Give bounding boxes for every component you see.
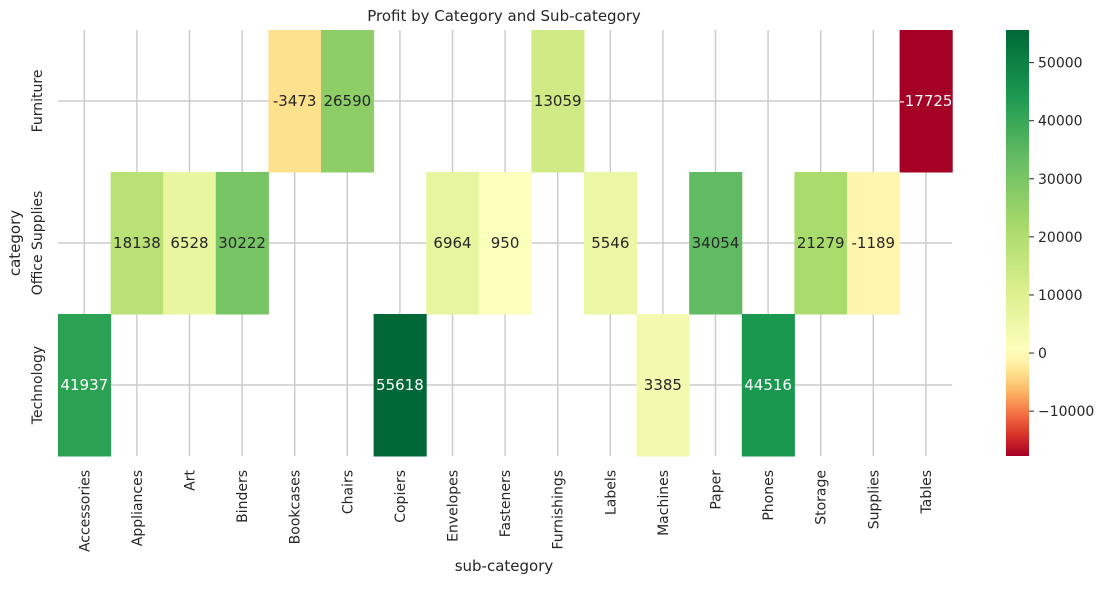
colorbar-tick-labels: −10000 0 10000 20000 30000 40000 50000	[1029, 56, 1094, 420]
heatmap-cell	[689, 172, 743, 315]
x-tick-label: Phones	[761, 470, 777, 521]
x-tick-labels: Accessories Appliances Art Binders Bookcases…	[77, 469, 935, 552]
cell-value-label: 55618	[376, 376, 424, 394]
heatmap-cell	[268, 30, 322, 173]
colorbar	[1006, 30, 1029, 456]
y-axis-label: category	[6, 210, 24, 276]
x-tick-label: Fasteners	[498, 470, 514, 537]
cell-value-label: 21279	[797, 234, 845, 252]
heatmap-cell	[741, 314, 795, 457]
heatmap-cell	[531, 30, 585, 173]
x-axis-label: sub-category	[455, 557, 554, 575]
heatmap-cell	[58, 314, 112, 457]
colorbar-tick-label: 0	[1038, 346, 1047, 362]
heatmap-cell	[794, 172, 848, 315]
x-tick-label: Chairs	[340, 470, 356, 514]
y-tick-label: Technology	[30, 346, 46, 425]
heatmap-cell	[584, 172, 638, 315]
heatmap-cell	[163, 172, 217, 315]
heatmap-cell	[636, 314, 690, 457]
heatmap-cell	[899, 30, 953, 173]
x-tick-label: Machines	[656, 470, 672, 536]
heatmap-cell	[373, 314, 427, 457]
x-tick-label: Furnishings	[551, 470, 567, 550]
heatmap-cell	[478, 172, 532, 315]
cell-value-label: 6528	[170, 234, 208, 252]
heatmap-cell	[847, 172, 901, 315]
x-tick-label: Appliances	[130, 470, 146, 546]
colorbar-tick-label: 20000	[1038, 230, 1083, 246]
cell-value-label: 6964	[433, 234, 471, 252]
x-tick-label: Art	[183, 469, 199, 490]
heatmap-cell	[110, 172, 164, 315]
x-tick-label: Binders	[235, 470, 251, 523]
heatmap-cell	[426, 172, 480, 315]
chart-title: Profit by Category and Sub-category	[367, 7, 641, 25]
cell-value-label: 950	[491, 234, 520, 252]
cell-value-label: 18138	[113, 234, 161, 252]
y-tick-label: Furniture	[30, 70, 46, 133]
colorbar-tick-label: −10000	[1038, 404, 1094, 420]
x-tick-label: Tables	[919, 470, 935, 515]
cell-value-label: -3473	[273, 92, 317, 110]
cell-value-label: 26590	[323, 92, 371, 110]
x-tick-label: Paper	[709, 470, 725, 510]
cell-value-label: 5546	[591, 234, 629, 252]
x-tick-label: Bookcases	[288, 470, 304, 544]
cell-value-label: 30222	[218, 234, 266, 252]
x-tick-label: Labels	[603, 470, 619, 515]
x-tick-label: Copiers	[393, 470, 409, 523]
x-tick-label: Envelopes	[446, 470, 462, 542]
cell-value-label: 41937	[60, 376, 108, 394]
y-tick-labels: Furniture Office Supplies Technology	[30, 70, 46, 426]
y-tick-label: Office Supplies	[30, 191, 46, 296]
cell-value-label: 34054	[692, 234, 740, 252]
x-tick-label: Accessories	[77, 470, 93, 552]
colorbar-tick-label: 40000	[1038, 114, 1083, 130]
heatmap-cell	[321, 30, 375, 173]
cell-value-label: -1189	[852, 234, 896, 252]
cell-value-label: 3385	[644, 376, 682, 394]
heatmap-cell	[215, 172, 269, 315]
x-tick-label: Supplies	[866, 470, 882, 529]
colorbar-tick-label: 50000	[1038, 56, 1083, 72]
colorbar-tick-label: 10000	[1038, 288, 1083, 304]
heatmap-cells: -3473 26590 13059 -17725 18138 6528 30222 6964 9…	[58, 30, 953, 457]
colorbar-tick-label: 30000	[1038, 172, 1083, 188]
cell-value-label: 44516	[744, 376, 792, 394]
cell-value-label: 13059	[534, 92, 582, 110]
x-tick-label: Storage	[814, 470, 830, 525]
cell-value-label: -17725	[899, 92, 952, 110]
